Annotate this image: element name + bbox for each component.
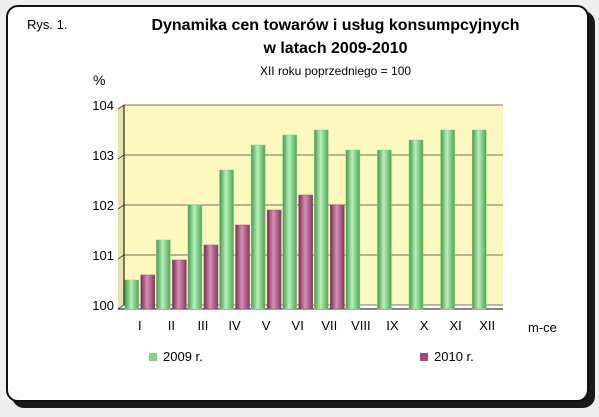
bar-2009-IX: [377, 149, 392, 310]
chart-title-line2: w latach 2009-2010: [263, 40, 408, 57]
bar-2009-IV: [219, 169, 234, 310]
gridline-depth: [117, 154, 125, 160]
bar-2010-VII: [330, 204, 345, 310]
bar-2009-XII: [471, 129, 487, 310]
bar-2010-VI: [298, 194, 313, 310]
bar-2010-I: [140, 274, 156, 310]
bar-2009-X: [408, 139, 424, 310]
legend-label-2009: 2009 r.: [163, 349, 203, 364]
gridline-depth: [117, 204, 125, 210]
x-tick-label: XII: [479, 318, 495, 333]
x-tick-label: VII: [321, 318, 337, 333]
bar-2009-VI: [282, 134, 297, 310]
bar-2010-II: [172, 259, 187, 310]
y-tick-label: 104: [92, 98, 114, 113]
bar-2010-III: [203, 244, 219, 310]
bar-2010-IV: [235, 224, 250, 310]
bar-2009-V: [250, 144, 266, 310]
bar-2009-VIII: [345, 149, 361, 310]
bar-2009-II: [156, 239, 171, 310]
bar-2009-XI: [440, 129, 455, 310]
x-tick-label: VIII: [351, 318, 371, 333]
legend-label-2010: 2010 r.: [434, 349, 474, 364]
gridline-depth: [117, 304, 125, 310]
chart-subtitle: XII roku poprzedniego = 100: [259, 64, 412, 78]
bar-2009-VII: [314, 129, 329, 310]
y-tick-label: 101: [92, 248, 114, 263]
legend-item-2009: 2009 r.: [149, 349, 203, 364]
y-tick-label: 100: [92, 298, 114, 313]
legend-item-2010: 2010 r.: [420, 349, 474, 364]
x-tick-label: I: [138, 318, 142, 333]
x-axis-label: m-ce: [528, 320, 557, 335]
x-tick-label: IX: [386, 318, 399, 333]
legend-swatch-2010: [420, 352, 428, 361]
y-tick-label: 102: [92, 198, 114, 213]
y-axis-label: %: [93, 72, 106, 88]
chart-title: Dynamika cen towarów i usług konsumpcyjn…: [151, 17, 520, 34]
gridline-depth: [117, 104, 125, 110]
x-tick-label: V: [262, 318, 271, 333]
gridline-depth: [117, 254, 125, 260]
x-tick-label: II: [168, 318, 175, 333]
x-tick-label: IV: [228, 318, 241, 333]
legend-swatch-2009: [149, 352, 157, 361]
figure-label: Rys. 1.: [27, 17, 68, 32]
bar-2009-III: [187, 204, 203, 310]
x-tick-label: III: [198, 318, 209, 333]
bar-2010-V: [266, 209, 282, 310]
x-tick-label: X: [420, 318, 429, 333]
y-tick-label: 103: [92, 148, 114, 163]
bar-2009-I: [124, 279, 140, 310]
x-tick-label: VI: [292, 318, 304, 333]
x-tick-label: XI: [449, 318, 461, 333]
